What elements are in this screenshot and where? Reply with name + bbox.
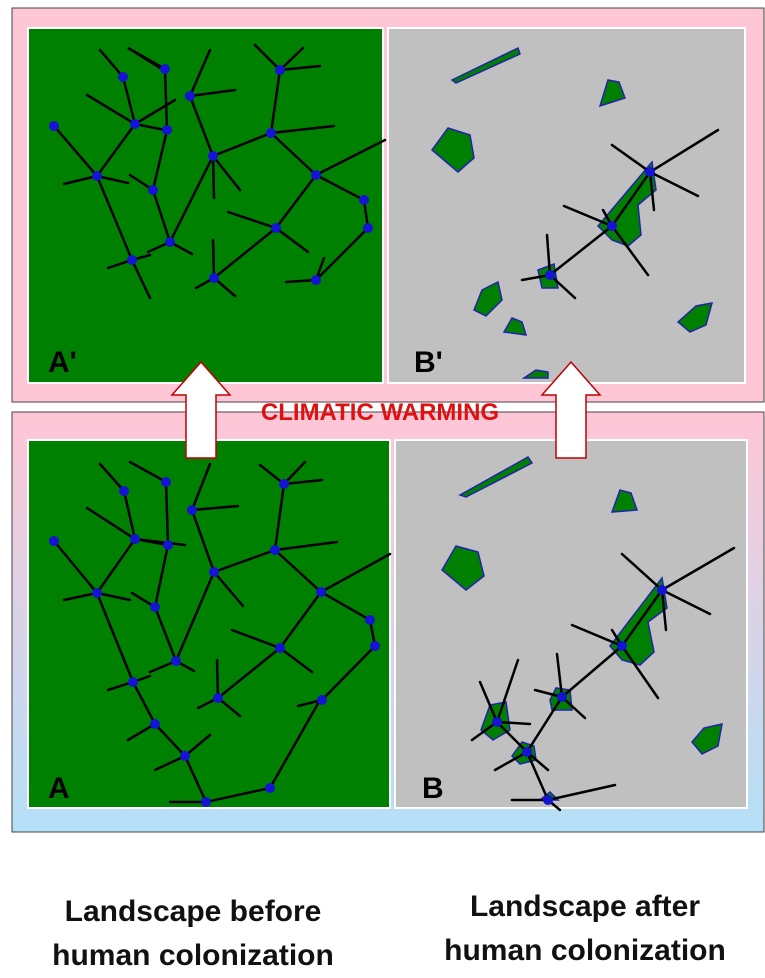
caption-after: Landscape after human colonization <box>420 885 750 973</box>
panel-label-b-prime: B' <box>414 346 443 379</box>
road-network-a <box>52 460 392 804</box>
panel-a-bg <box>27 439 391 809</box>
panel-a-prime-bg <box>27 27 384 384</box>
nodes-b <box>492 585 667 805</box>
up-arrow-left-icon <box>170 360 232 459</box>
climatic-warming-label: CLIMATIC WARMING <box>261 399 499 426</box>
panel-b-bg <box>394 439 748 809</box>
nodes-b-prime <box>545 167 655 280</box>
caption-after-line1: Landscape after <box>469 890 701 923</box>
nodes-a <box>49 477 380 807</box>
caption-before-line2: human colonization <box>52 939 334 972</box>
caption-before-line1: Landscape before <box>64 895 322 928</box>
up-arrow-right-icon <box>540 360 602 459</box>
caption-after-line2: human colonization <box>444 934 726 967</box>
road-network-b-prime <box>520 128 720 300</box>
panel-label-b: B <box>422 772 444 805</box>
nodes-a-prime <box>49 64 373 285</box>
panel-label-a: A <box>48 772 70 805</box>
caption-before: Landscape before human colonization <box>28 890 358 978</box>
panel-label-a-prime: A' <box>48 346 77 379</box>
